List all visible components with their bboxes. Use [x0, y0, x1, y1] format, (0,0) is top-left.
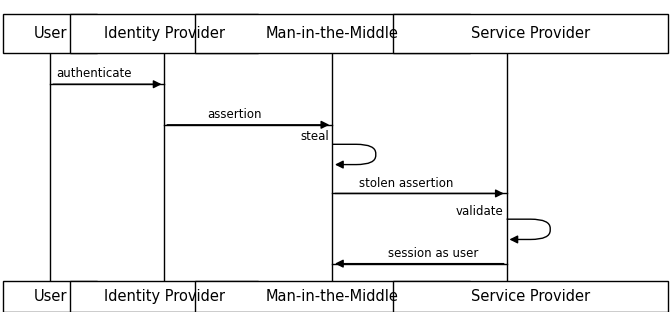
Text: Man-in-the-Middle: Man-in-the-Middle	[266, 26, 399, 41]
Bar	[195, 281, 470, 312]
Text: stolen assertion: stolen assertion	[359, 177, 453, 190]
Bar	[393, 14, 668, 53]
Bar	[393, 281, 668, 312]
Text: session as user: session as user	[388, 247, 478, 260]
Text: User: User	[34, 26, 67, 41]
Text: steal: steal	[300, 130, 329, 143]
Text: Service Provider: Service Provider	[470, 26, 590, 41]
Text: User: User	[34, 289, 67, 304]
Bar	[70, 14, 258, 53]
Bar	[3, 281, 97, 312]
Text: Identity Provider: Identity Provider	[104, 289, 225, 304]
Text: validate: validate	[456, 205, 503, 218]
Text: assertion: assertion	[207, 108, 262, 121]
Bar	[3, 14, 97, 53]
Text: Service Provider: Service Provider	[470, 289, 590, 304]
Text: authenticate: authenticate	[56, 67, 132, 80]
Bar	[195, 14, 470, 53]
Bar	[70, 281, 258, 312]
Text: Identity Provider: Identity Provider	[104, 26, 225, 41]
Text: Man-in-the-Middle: Man-in-the-Middle	[266, 289, 399, 304]
